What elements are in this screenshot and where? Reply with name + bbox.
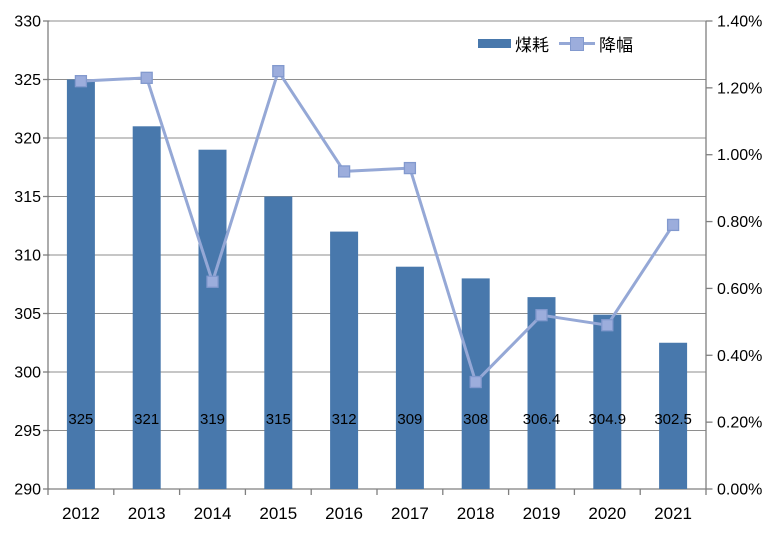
- bar-2019: [527, 297, 556, 489]
- y-left-tick-label: 320: [14, 131, 41, 148]
- line-marker-2019: [535, 309, 548, 322]
- y-right-tick-label: 0.40%: [717, 348, 762, 365]
- y-right-tick-label: 1.00%: [717, 147, 762, 164]
- bar-2012: [66, 79, 95, 489]
- bar-2015: [264, 196, 293, 489]
- y-left-tick-label: 330: [14, 14, 41, 31]
- bar-2014: [198, 149, 227, 489]
- line-marker-2012: [74, 75, 88, 88]
- legend-label-decline: 降幅: [599, 36, 633, 55]
- bar-2020: [593, 314, 622, 489]
- x-category-label: 2013: [128, 504, 166, 523]
- bar-data-label: 308: [463, 411, 488, 428]
- bar-series-swatch-icon: [478, 39, 511, 48]
- y-left-tick-label: 290: [14, 482, 41, 499]
- y-left-tick-label: 305: [14, 306, 41, 323]
- line-marker-2018: [469, 375, 482, 389]
- y-left-tick-label: 300: [14, 365, 41, 382]
- bar-2016: [330, 231, 359, 489]
- y-left-tick-label: 310: [14, 248, 41, 265]
- bar-2013: [132, 126, 161, 490]
- y-right-tick-label: 0.60%: [717, 281, 762, 298]
- line-marker-2013: [140, 71, 153, 84]
- bar-2021: [659, 342, 688, 489]
- bar-data-label: 309: [397, 411, 422, 428]
- bar-data-label: 304.9: [589, 411, 627, 428]
- line-marker-2016: [337, 165, 351, 178]
- bar-data-label: 321: [134, 411, 159, 428]
- y-right-tick-label: 1.20%: [717, 80, 762, 97]
- bar-2017: [395, 266, 424, 489]
- line-marker-2021: [666, 218, 680, 232]
- x-category-label: 2020: [588, 504, 626, 523]
- line-marker-2014: [206, 275, 219, 288]
- y-right-tick-label: 0.00%: [717, 482, 762, 499]
- line-series-swatch-icon: [559, 36, 595, 51]
- bar-data-label: 312: [332, 411, 357, 428]
- y-left-tick-label: 325: [14, 72, 41, 89]
- bar-data-label: 306.4: [523, 411, 561, 428]
- x-category-label: 2019: [523, 504, 561, 523]
- legend-item-decline: 降幅: [559, 31, 633, 56]
- x-category-label: 2017: [391, 504, 429, 523]
- bar-data-label: 325: [68, 411, 93, 428]
- y-right-tick-label: 0.20%: [717, 415, 762, 432]
- y-left-tick-label: 315: [14, 189, 41, 206]
- y-right-tick-label: 1.40%: [717, 14, 762, 31]
- bar-data-label: 315: [266, 411, 291, 428]
- x-category-label: 2021: [654, 504, 692, 523]
- decline-line: [79, 69, 675, 384]
- x-category-label: 2018: [457, 504, 495, 523]
- x-category-label: 2015: [259, 504, 297, 523]
- x-category-label: 2012: [62, 504, 100, 523]
- x-category-label: 2016: [325, 504, 363, 523]
- line-marker-2015: [272, 64, 285, 78]
- line-marker-2017: [403, 161, 417, 175]
- line-marker-2020: [601, 319, 614, 332]
- legend: 煤耗 降幅: [478, 31, 633, 56]
- legend-item-coal: 煤耗: [478, 31, 549, 56]
- x-category-label: 2014: [194, 504, 232, 523]
- line-swatch-marker-icon: [570, 36, 584, 51]
- legend-label-coal: 煤耗: [515, 36, 549, 55]
- bar-data-label: 302.5: [654, 411, 692, 428]
- bar-data-label: 319: [200, 411, 225, 428]
- y-left-tick-label: 295: [14, 423, 41, 440]
- y-right-tick-label: 0.80%: [717, 214, 762, 231]
